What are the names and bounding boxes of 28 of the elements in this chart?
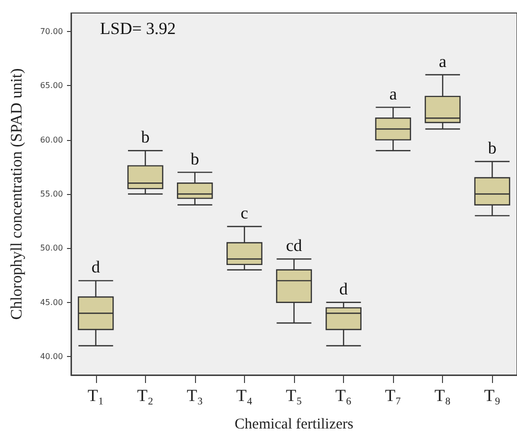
annotation: a [438, 52, 447, 71]
x-tick-label: T₇ [384, 386, 402, 405]
annotation: d [92, 258, 101, 277]
x-tick-label: T₆ [335, 386, 352, 405]
x-tick-label: T₄ [236, 386, 253, 405]
x-tick-label: T₉ [484, 386, 500, 405]
annotation: cd [286, 236, 303, 256]
annotation: b [190, 149, 200, 168]
y-tick-label: 45.00 [40, 298, 63, 307]
y-tick-label: 60.00 [40, 135, 63, 144]
annotation: a [389, 84, 398, 104]
y-tick-label: 65.00 [40, 81, 63, 90]
x-axis-title: Chemical fertilizers [234, 416, 354, 432]
x-tick-label: T₁ [88, 386, 104, 405]
annotation: b [488, 138, 496, 158]
annotation: d [339, 279, 348, 298]
y-tick-label: 55.00 [40, 190, 63, 198]
x-tick-label: T₃ [186, 386, 204, 405]
annotation: LSD= 3.92 [100, 19, 176, 38]
annotation: c [240, 204, 249, 223]
y-axis-title: Chlorophyll concentration (SPAD unit) [8, 68, 26, 320]
y-tick-label: 70.00 [40, 26, 63, 36]
x-tick-label: T₂ [137, 386, 154, 405]
y-tick-label: 50.00 [40, 244, 63, 253]
x-tick-label: T₅ [286, 386, 302, 405]
x-tick-label: T₈ [434, 386, 451, 405]
annotation: b [141, 128, 150, 147]
y-tick-label: 40.00 [40, 352, 63, 362]
